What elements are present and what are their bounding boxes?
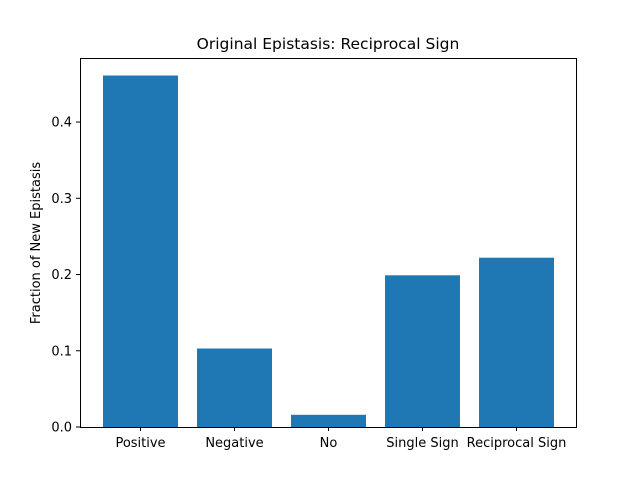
- bar-no: [291, 414, 366, 427]
- x-axis: Positive Negative No Single Sign Reciprocal …: [115, 427, 566, 451]
- x-tick-label: Reciprocal Sign: [467, 436, 567, 451]
- x-tick-label: No: [320, 436, 338, 451]
- bar-positive: [103, 75, 178, 427]
- y-tick-label: 0.0: [51, 421, 72, 436]
- bar-reciprocal-sign: [479, 257, 554, 427]
- x-tick-label: Single Sign: [386, 436, 458, 451]
- y-tick-label: 0.3: [51, 192, 72, 207]
- x-tick-label: Positive: [115, 436, 165, 451]
- y-tick-label: 0.2: [51, 268, 72, 283]
- x-tick-label: Negative: [205, 436, 263, 451]
- bar-single-sign: [385, 275, 460, 427]
- bars-group: [103, 75, 554, 427]
- y-tick-label: 0.4: [51, 116, 72, 131]
- bar-negative: [197, 348, 272, 427]
- y-tick-label: 0.1: [51, 344, 72, 359]
- plot-frame: [80, 58, 577, 428]
- y-axis: 0.0 0.1 0.2 0.3 0.4: [51, 116, 80, 436]
- chart-title: Original Epistasis: Reciprocal Sign: [197, 35, 460, 53]
- y-axis-label: Fraction of New Epistasis: [29, 162, 44, 324]
